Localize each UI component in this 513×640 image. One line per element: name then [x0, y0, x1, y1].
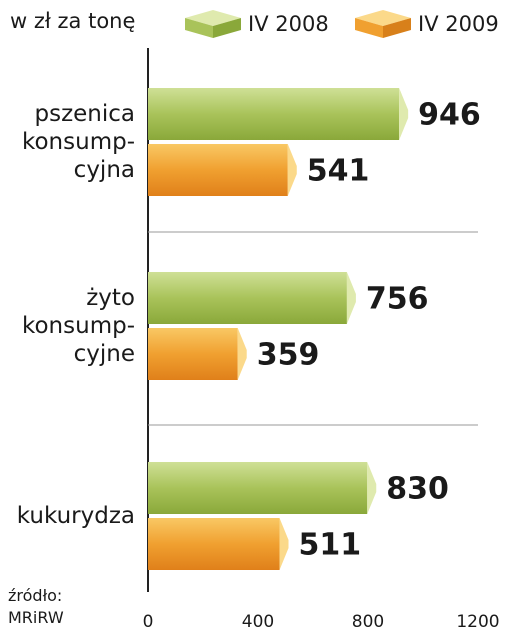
x-tick-label: 1200 [456, 612, 499, 632]
x-tick-label: 400 [242, 612, 274, 632]
bar [148, 518, 280, 570]
value-label: 541 [307, 154, 370, 189]
legend-label: IV 2008 [248, 12, 329, 36]
chart-title: w zł za tonę [10, 9, 135, 33]
bar [148, 462, 368, 514]
value-label: 756 [366, 282, 429, 317]
legend-label: IV 2009 [418, 12, 499, 36]
category-label: pszenica konsump-cyjna [22, 101, 135, 183]
value-label: 830 [386, 472, 449, 507]
legend-icon-right [213, 18, 241, 38]
legend-icon-left [355, 18, 383, 38]
x-tick-label: 800 [352, 612, 384, 632]
bar-end [346, 272, 356, 324]
x-tick-label: 0 [143, 612, 154, 632]
legend-icon-right [383, 18, 411, 38]
value-label: 359 [257, 338, 320, 373]
value-label: 946 [418, 98, 481, 133]
source-label: źródło: MRiRW [8, 586, 64, 627]
legend-icon-left [185, 18, 213, 38]
bar [148, 328, 238, 380]
legend-icon [355, 10, 411, 38]
bar-end [287, 144, 297, 196]
value-label: 511 [299, 528, 362, 563]
category-label: żyto konsump-cyjne [22, 285, 135, 367]
bar [148, 144, 288, 196]
bar-end [279, 518, 289, 570]
bar-end [367, 462, 377, 514]
legend-icon [185, 10, 241, 38]
bar [148, 88, 400, 140]
category-label: kukurydza [17, 503, 135, 529]
bar-end [237, 328, 247, 380]
bar [148, 272, 347, 324]
bar-end [399, 88, 409, 140]
